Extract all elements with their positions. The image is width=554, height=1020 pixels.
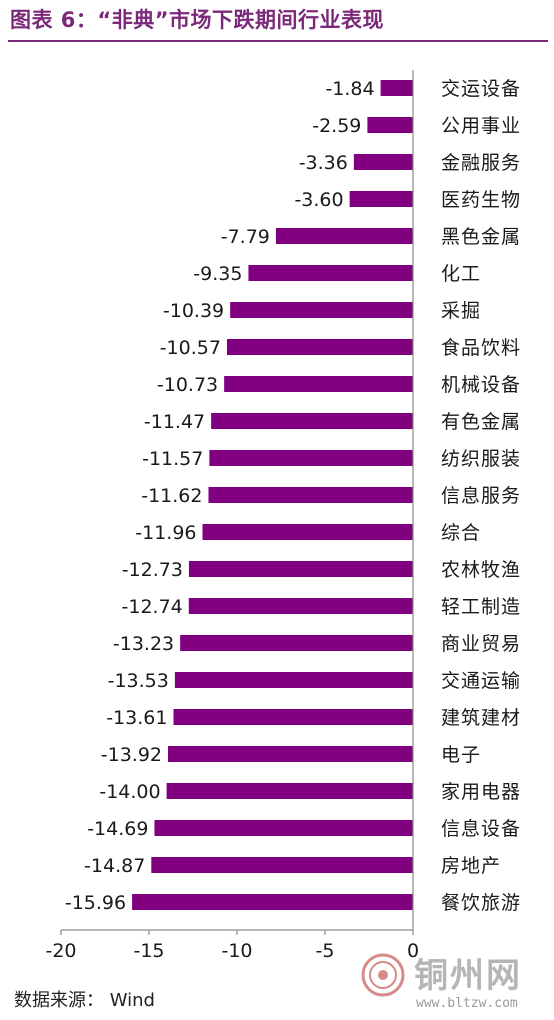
bar-value-label: -13.23 [113,633,174,655]
bar [166,783,413,799]
bar-value-label: -3.36 [299,152,348,174]
bar-value-label: -12.74 [122,596,183,618]
watermark: 铜州网 www.bltzw.com [360,948,550,1018]
category-label: 家用电器 [441,781,521,803]
bar [275,228,413,244]
bar [151,857,413,873]
category-label: 餐饮旅游 [441,892,521,914]
bar [211,413,413,429]
bar-value-label: -14.69 [87,818,148,840]
bar-value-label: -10.39 [163,300,224,322]
category-label: 交通运输 [441,670,521,692]
bar-value-label: -12.73 [122,559,183,581]
category-label: 综合 [441,522,481,544]
category-label: 轻工制造 [441,596,521,618]
bar-value-label: -11.57 [142,448,203,470]
bar [367,117,413,133]
bar-value-label: -11.47 [144,411,205,433]
bar [353,154,413,170]
source-note: 数据来源： Wind [14,990,155,1011]
bar [209,450,413,466]
bar-chart: -1.84 交运设备 -2.59 公用事业 -3.36 金融服务 -3.60 医药生物 -7.7… [45,70,521,962]
title-divider [8,40,548,42]
bar [230,302,413,318]
bar [180,635,413,651]
bar-value-label: -9.35 [193,263,242,285]
category-label: 化工 [441,263,481,285]
x-tick-label: -10 [221,940,252,962]
category-label: 食品饮料 [441,337,521,359]
page-title: 图表 6：“非典”市场下跌期间行业表现 [10,8,385,32]
bar-value-label: -11.62 [141,485,202,507]
bar-value-label: -13.61 [106,707,167,729]
category-label: 信息设备 [441,818,521,840]
category-label: 纺织服装 [441,448,521,470]
category-label: 黑色金属 [441,226,521,248]
bar-value-label: -14.87 [84,855,145,877]
bar [188,561,413,577]
bar-value-label: -14.00 [99,781,160,803]
category-label: 建筑建材 [441,707,521,729]
bar-value-label: -2.59 [312,115,361,137]
bar-value-label: -1.84 [325,78,374,100]
bar [132,894,413,910]
x-tick-label: 0 [407,940,419,962]
bar [168,746,413,762]
bar-value-label: -15.96 [65,892,126,914]
bar-value-label: -3.60 [294,189,343,211]
category-label: 机械设备 [441,374,521,396]
category-label: 金融服务 [441,152,521,174]
bar-value-label: -7.79 [221,226,270,248]
bar [173,709,413,725]
category-label: 交运设备 [441,78,521,100]
bar [349,191,413,207]
x-tick-label: -5 [316,940,335,962]
watermark-name: 铜州网 [414,956,522,996]
category-label: 农林牧渔 [441,559,521,581]
category-label: 有色金属 [441,411,521,433]
bar-value-label: -10.73 [157,374,218,396]
bar [226,339,413,355]
category-label: 电子 [441,744,481,766]
category-label: 商业贸易 [441,633,521,655]
bar [202,524,413,540]
x-tick-label: -15 [133,940,164,962]
category-label: 房地产 [441,855,501,877]
bar [154,820,413,836]
bar-value-label: -13.53 [108,670,169,692]
bar [224,376,413,392]
bar [188,598,413,614]
bar [208,487,413,503]
x-tick-label: -20 [45,940,76,962]
bar [248,265,413,281]
category-label: 信息服务 [441,485,521,507]
bar [174,672,413,688]
bar-value-label: -13.92 [101,744,162,766]
bar-value-label: -10.57 [160,337,221,359]
category-label: 医药生物 [441,189,521,211]
bar-value-label: -11.96 [135,522,196,544]
watermark-logo-icon [361,953,405,997]
watermark-url: www.bltzw.com [416,996,518,1011]
category-label: 公用事业 [441,115,521,137]
bar [380,80,413,96]
category-label: 采掘 [441,300,481,322]
